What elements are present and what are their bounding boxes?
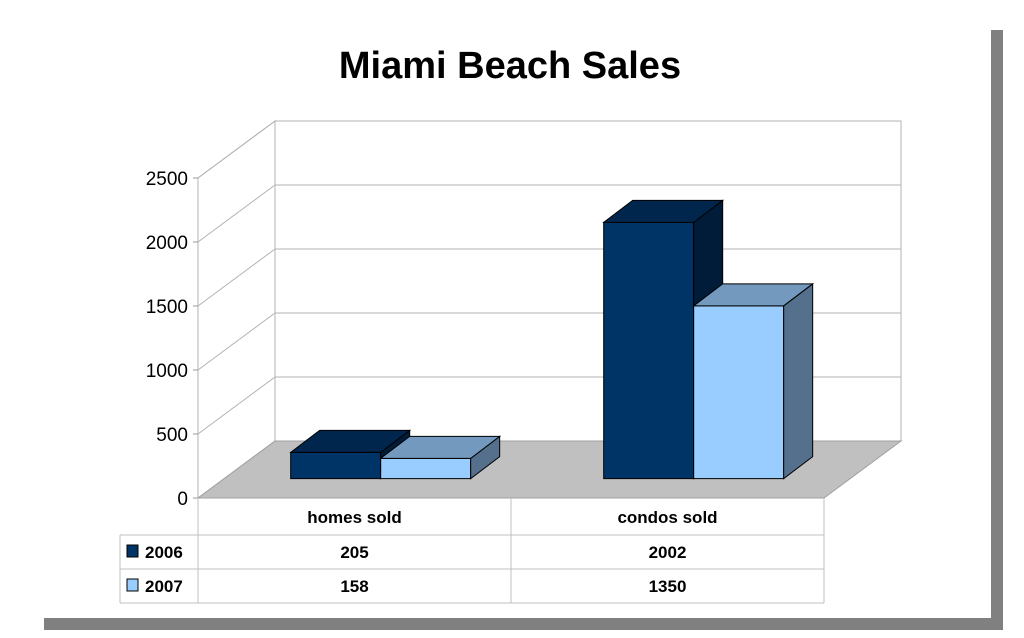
gridline-side [197,184,276,243]
y-tick-label: 500 [156,425,188,446]
chart-title: Miami Beach Sales [339,45,681,87]
left-wall [197,120,276,499]
y-tick-label: 2000 [146,233,188,254]
legend-label: 2006 [145,543,183,562]
y-tick-label: 1500 [146,297,188,318]
gridline-side [197,248,276,307]
data-table: homes sold condos sold 2006 205 2002 2007 158 1… [119,498,825,604]
data-label: 2002 [649,543,687,562]
bar-front [290,451,382,480]
gridline-side [197,376,276,435]
legend-swatch [126,544,139,558]
bar-top [602,199,725,223]
bars [289,199,815,480]
bar-front [380,457,472,480]
bar-top [692,283,815,307]
frame-shadow-right [991,30,1003,630]
data-label: 158 [340,577,368,596]
category-label: condos sold [617,508,717,527]
bar-front [693,305,785,480]
y-tick-label: 0 [177,489,188,510]
legend-swatch [126,578,139,592]
y-axis: 0 500 1000 1500 2000 2500 [146,169,198,510]
gridline-side [197,120,276,179]
bar-side [783,282,814,480]
bar-front [603,221,695,480]
data-label: 205 [340,543,368,562]
data-label: 1350 [649,577,687,596]
gridline-side [197,312,276,371]
legend-label: 2007 [145,577,183,596]
frame-shadow-bottom [44,618,1003,630]
y-tick-label: 2500 [146,169,188,190]
y-tick-label: 1000 [146,361,188,382]
category-label: homes sold [307,508,401,527]
bar-top [289,429,412,453]
bar-top [379,435,502,459]
